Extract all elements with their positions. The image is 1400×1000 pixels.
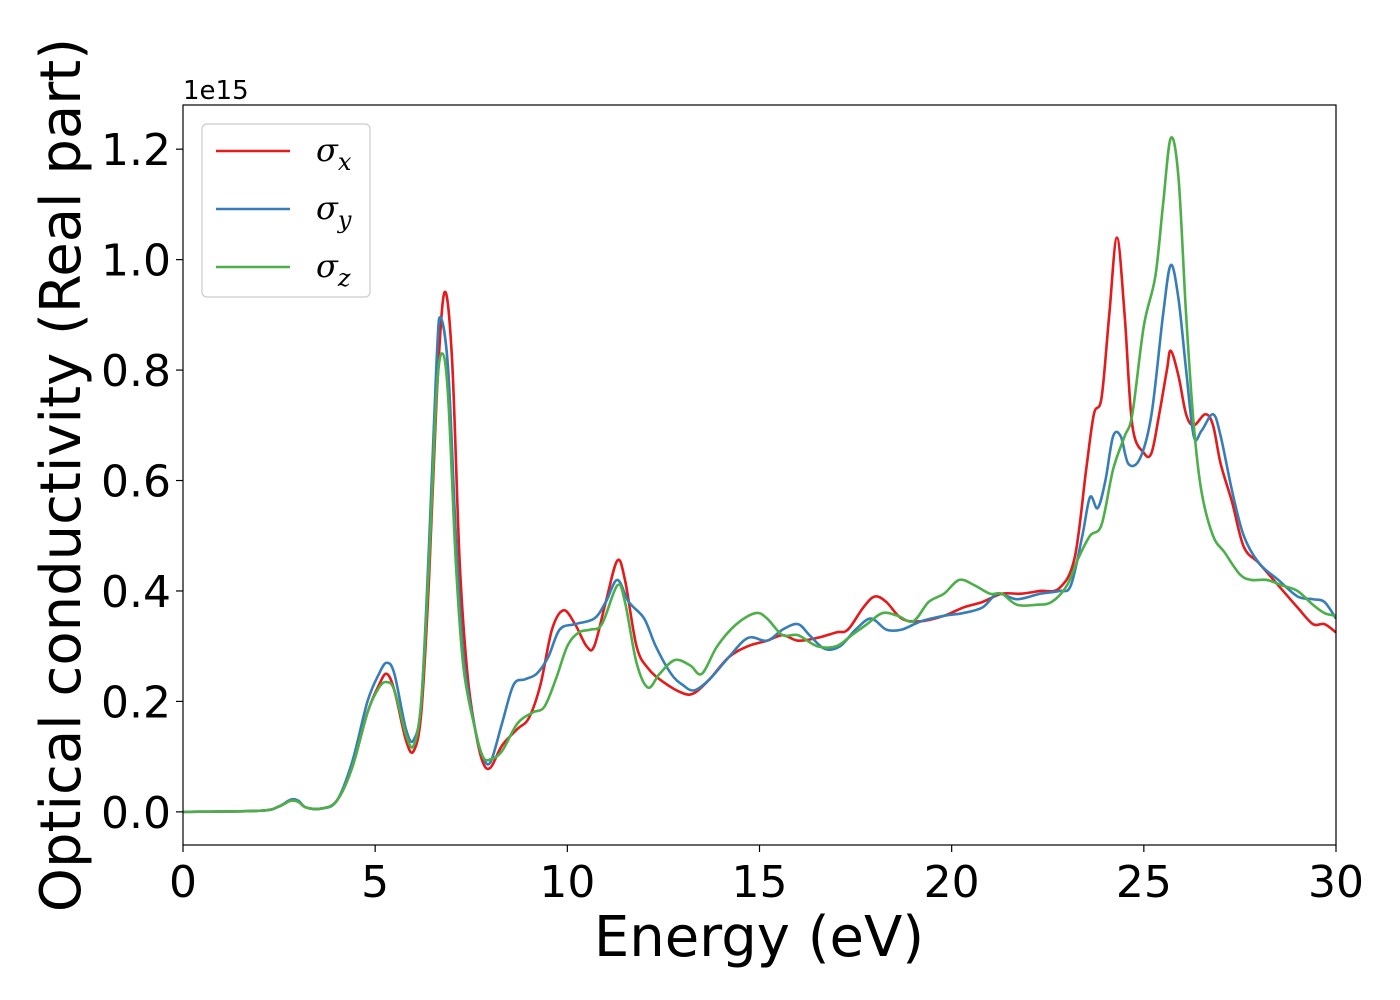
legend-label-sigma-z: σz <box>316 247 351 292</box>
y-tick-label: 0.2 <box>101 677 171 728</box>
y-tick-label: 0.6 <box>101 457 171 508</box>
y-tick-label: 0.0 <box>101 788 171 839</box>
y-tick-label: 1.2 <box>101 125 171 176</box>
y-tick-label: 0.8 <box>101 346 171 397</box>
x-tick-label: 20 <box>924 857 980 908</box>
legend-label-sigma-y: σy <box>316 189 352 234</box>
x-tick-label: 15 <box>732 857 788 908</box>
y-tick-label: 0.4 <box>101 567 171 618</box>
legend-label-sigma-x: σx <box>316 131 352 176</box>
y-axis-ticks: 0.0 0.2 0.4 0.6 0.8 1.0 1.2 <box>101 125 183 839</box>
x-tick-label: 5 <box>361 857 389 908</box>
series-line-sigma-z <box>183 135 1336 814</box>
x-axis-label: Energy (eV) <box>594 905 924 970</box>
series-lines <box>183 135 1336 814</box>
y-offset-text: 1e15 <box>183 76 249 106</box>
x-tick-label: 10 <box>539 857 595 908</box>
y-tick-label: 1.0 <box>101 236 171 287</box>
x-tick-label: 25 <box>1116 857 1172 908</box>
x-axis-ticks: 0 5 10 15 20 25 30 <box>169 845 1364 908</box>
x-tick-label: 0 <box>169 857 197 908</box>
plot-background <box>183 105 1336 845</box>
legend: σx σy σz <box>201 123 371 298</box>
legend-box <box>201 123 371 298</box>
y-axis-label: Optical conductivity (Real part) <box>29 38 94 912</box>
x-tick-label: 30 <box>1308 857 1364 908</box>
